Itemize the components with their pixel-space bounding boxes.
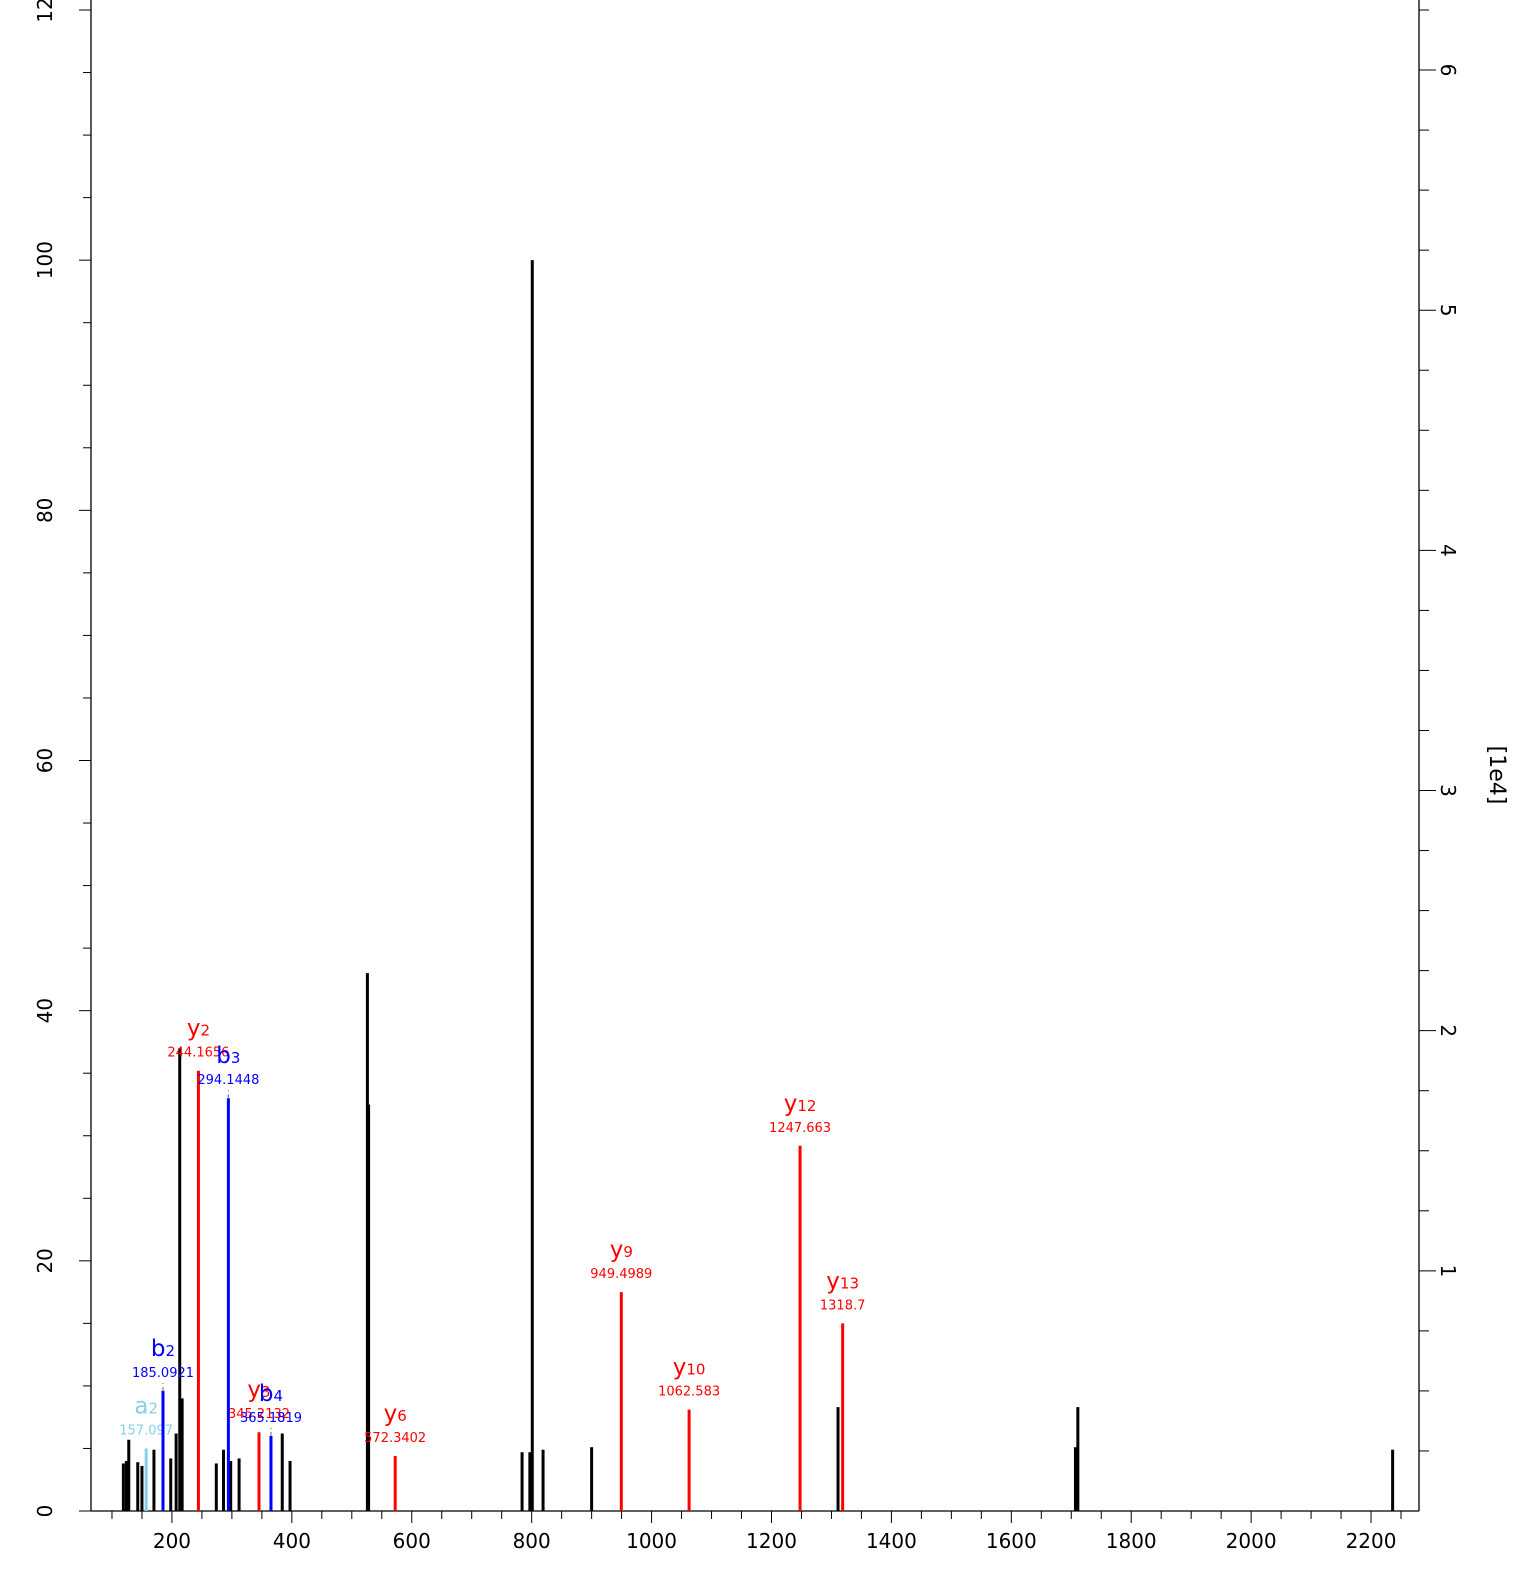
ion-mz-label: 949.4989 (590, 1267, 652, 1282)
x-tick-label: 200 (153, 1529, 191, 1553)
ion-type: y (673, 1355, 687, 1381)
x-tick-label: 1600 (986, 1529, 1037, 1553)
ion-mz-label: 572.3402 (364, 1431, 426, 1446)
ion-number: 4 (274, 1387, 284, 1405)
y2-tick-label: 1 (1436, 1264, 1460, 1277)
ion-mz-label: 244.1656 (167, 1046, 229, 1061)
ion-number: 3 (261, 1383, 271, 1401)
ion-number: 2 (166, 1342, 176, 1360)
ion-mz-label: 1318.7 (820, 1298, 866, 1313)
ion-number: 10 (686, 1361, 705, 1379)
ion-type: y (187, 1016, 201, 1042)
ion-label: b3 (216, 1043, 240, 1069)
x-tick-label: 400 (273, 1529, 311, 1553)
y2-tick-label: 2 (1436, 1024, 1460, 1037)
plot-frame (90, 0, 1420, 1512)
ion-type: y (384, 1401, 398, 1427)
ion-number: 9 (623, 1243, 633, 1261)
ion-mz-label: 345.2132 (228, 1407, 290, 1422)
ion-number: 3 (231, 1049, 241, 1067)
x-axis: 200 400 600 800 1000 1200 1400 1600 1800 2000 2200 (111, 1511, 1402, 1553)
y2-tick-label: 5 (1436, 304, 1460, 317)
ion-mz-label: 1247.663 (769, 1121, 831, 1136)
ion-mz-label: 185.0921 (132, 1366, 194, 1381)
ion-label: y13 (826, 1268, 859, 1294)
x-tick-label: 1400 (866, 1529, 917, 1553)
ion-label: b4 (259, 1381, 283, 1407)
ion-number: 13 (840, 1274, 859, 1292)
ion-number: 12 (797, 1097, 816, 1115)
y2-tick-label: 6 (1436, 64, 1460, 77)
x-tick-label: 1000 (626, 1529, 677, 1553)
x-tick-label: 600 (393, 1529, 431, 1553)
ion-mz-label: 1062.583 (658, 1385, 720, 1400)
y-tick-label: 40 (33, 998, 57, 1023)
ion-type: y (784, 1091, 798, 1117)
ion-type: b (216, 1043, 231, 1069)
y2-axis-label: [1e4] (1484, 746, 1509, 805)
x-tick-label: 1800 (1106, 1529, 1157, 1553)
peaks-layer (121, 260, 1395, 1511)
ion-mz-label: 157.097 (119, 1423, 173, 1438)
ion-label: y9 (610, 1237, 633, 1263)
ion-type: y (610, 1237, 624, 1263)
ion-type: b (151, 1336, 166, 1362)
ion-label: y12 (784, 1091, 817, 1117)
y-tick-label: 20 (33, 1248, 57, 1273)
y-tick-label: 12 (33, 0, 57, 23)
annotation-layer: a2157.097b2185.0921y2244.1656b3294.1448y… (119, 1016, 865, 1511)
ion-type: b (259, 1381, 274, 1407)
y-tick-label: 0 (33, 1505, 57, 1518)
y-tick-label: 100 (33, 241, 57, 279)
x-tick-label: 800 (513, 1529, 551, 1553)
y-axis-right: 1 2 3 4 5 6 (1419, 9, 1460, 1452)
y2-tick-label: 3 (1436, 784, 1460, 797)
x-tick-label: 2000 (1226, 1529, 1277, 1553)
ion-number: 6 (397, 1407, 407, 1425)
ion-type: a (134, 1393, 148, 1419)
ion-label: y10 (673, 1355, 706, 1381)
ion-label: y2 (187, 1016, 210, 1042)
ion-mz-label: 365.1819 (240, 1411, 302, 1426)
y2-tick-label: 4 (1436, 544, 1460, 557)
ion-type: y (826, 1268, 840, 1294)
ion-mz-label: 294.1448 (197, 1073, 259, 1088)
ion-label: y6 (384, 1401, 407, 1427)
ion-type: y (247, 1377, 261, 1403)
ion-label: a2 (134, 1393, 158, 1419)
y-tick-label: 80 (33, 498, 57, 523)
ion-number: 2 (148, 1399, 158, 1417)
x-tick-label: 2200 (1346, 1529, 1397, 1553)
ion-number: 2 (200, 1022, 210, 1040)
y-axis-left: 0 20 40 60 80 100 12 (33, 0, 91, 1517)
ion-label: y3 (247, 1377, 270, 1403)
x-tick-label: 1200 (746, 1529, 797, 1553)
ion-label: b2 (151, 1336, 175, 1362)
y-tick-label: 60 (33, 748, 57, 773)
